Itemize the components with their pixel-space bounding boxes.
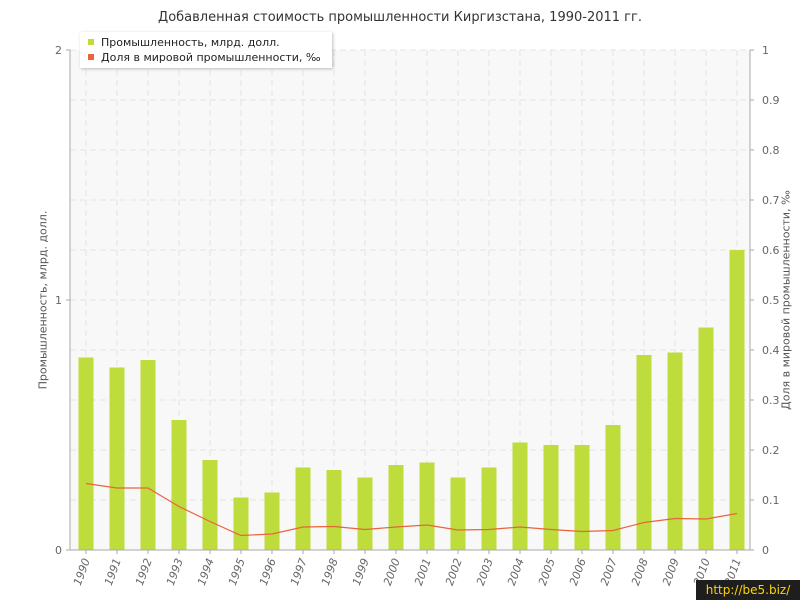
- watermark-link[interactable]: http://be5.biz/: [696, 580, 800, 600]
- x-tick-label-1991: 1991: [102, 557, 124, 588]
- bar-2006: [574, 445, 590, 550]
- legend-label-industry: Промышленность, млрд. долл.: [101, 36, 280, 49]
- x-tick-label-2005: 2005: [536, 557, 558, 588]
- x-tick-label-1993: 1993: [164, 557, 186, 588]
- x-tick-label-2008: 2008: [629, 557, 651, 588]
- bar-2002: [450, 477, 466, 550]
- bar-1998: [326, 470, 342, 550]
- x-tick-label-2006: 2006: [567, 557, 589, 588]
- legend-swatch-industry: [88, 39, 94, 45]
- bar-1997: [295, 467, 311, 550]
- y-right-tick-label: 0.3: [762, 394, 780, 407]
- bar-2003: [481, 467, 497, 550]
- bar-1991: [109, 367, 125, 550]
- x-tick-label-1996: 1996: [257, 557, 279, 588]
- x-tick-label-2003: 2003: [474, 557, 496, 588]
- y-left-tick-label: 0: [55, 544, 62, 557]
- x-tick-label-2004: 2004: [505, 557, 527, 588]
- x-tick-label-1998: 1998: [319, 557, 341, 588]
- legend: Промышленность, млрд. долл. Доля в миров…: [80, 32, 332, 68]
- legend-item-share[interactable]: Доля в мировой промышленности, ‰: [88, 50, 321, 66]
- y-axis-left-label: Промышленность, млрд. долл.: [36, 210, 50, 390]
- bar-2005: [543, 445, 559, 550]
- bar-1994: [202, 460, 218, 550]
- bar-1996: [264, 492, 280, 550]
- legend-label-share: Доля в мировой промышленности, ‰: [101, 51, 321, 64]
- x-tick-label-2009: 2009: [660, 557, 682, 588]
- bar-1992: [140, 360, 156, 550]
- bar-1999: [357, 477, 373, 550]
- bar-1993: [171, 420, 187, 550]
- y-right-tick-label: 1: [762, 44, 769, 57]
- bar-2008: [636, 355, 652, 550]
- x-tick-label-1997: 1997: [288, 557, 310, 588]
- y-left-tick-label: 1: [55, 294, 62, 307]
- bar-1990: [78, 357, 94, 550]
- x-tick-label-2007: 2007: [598, 557, 620, 588]
- y-left-tick-label: 2: [55, 44, 62, 57]
- bar-2011: [729, 250, 745, 550]
- bar-1995: [233, 497, 249, 550]
- x-tick-label-1995: 1995: [226, 557, 248, 588]
- y-right-tick-label: 0.7: [762, 194, 780, 207]
- y-right-tick-label: 0.2: [762, 444, 780, 457]
- bar-2010: [698, 327, 714, 550]
- y-axis-right-label: Доля в мировой промышленности, ‰: [779, 190, 793, 410]
- bar-2009: [667, 352, 683, 550]
- x-tick-label-1990: 1990: [71, 557, 93, 588]
- y-right-tick-label: 0.9: [762, 94, 780, 107]
- x-tick-label-2002: 2002: [443, 557, 465, 588]
- series-line-share: [85, 482, 738, 537]
- x-tick-label-2001: 2001: [412, 557, 434, 588]
- y-right-tick-label: 0.5: [762, 294, 780, 307]
- legend-swatch-share: [88, 54, 94, 60]
- y-right-tick-label: 0.8: [762, 144, 780, 157]
- y-right-tick-label: 0: [762, 544, 769, 557]
- bar-2001: [419, 462, 435, 550]
- x-tick-label-1994: 1994: [195, 557, 217, 588]
- x-tick-label-1999: 1999: [350, 557, 372, 588]
- y-right-tick-label: 0.1: [762, 494, 780, 507]
- bar-2004: [512, 442, 528, 550]
- legend-item-industry[interactable]: Промышленность, млрд. долл.: [88, 35, 280, 51]
- x-tick-label-1992: 1992: [133, 557, 155, 588]
- bar-2007: [605, 425, 621, 550]
- x-tick-label-2000: 2000: [381, 557, 403, 588]
- bar-2000: [388, 465, 404, 550]
- chart-title: Добавленная стоимость промышленности Кир…: [158, 10, 642, 25]
- y-right-tick-label: 0.6: [762, 244, 780, 257]
- y-right-tick-label: 0.4: [762, 344, 780, 357]
